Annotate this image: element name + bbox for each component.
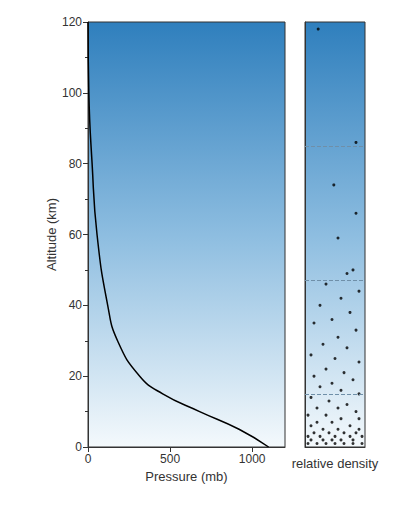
svg-text:100: 100 — [62, 86, 82, 100]
svg-text:0: 0 — [85, 452, 92, 466]
svg-text:60: 60 — [69, 228, 83, 242]
svg-text:120: 120 — [62, 15, 82, 29]
svg-text:0: 0 — [75, 440, 82, 454]
svg-text:1000: 1000 — [239, 452, 266, 466]
svg-text:Pressure (mb): Pressure (mb) — [145, 469, 227, 484]
svg-text:relative density: relative density — [292, 456, 379, 471]
svg-text:20: 20 — [69, 369, 83, 383]
svg-text:Altitude (km): Altitude (km) — [44, 198, 59, 271]
svg-text:500: 500 — [160, 452, 180, 466]
svg-text:40: 40 — [69, 298, 83, 312]
svg-text:80: 80 — [69, 157, 83, 171]
